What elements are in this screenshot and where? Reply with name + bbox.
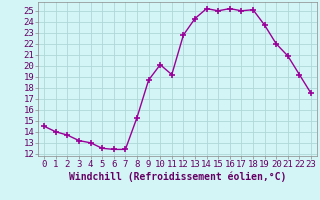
- X-axis label: Windchill (Refroidissement éolien,°C): Windchill (Refroidissement éolien,°C): [69, 172, 286, 182]
